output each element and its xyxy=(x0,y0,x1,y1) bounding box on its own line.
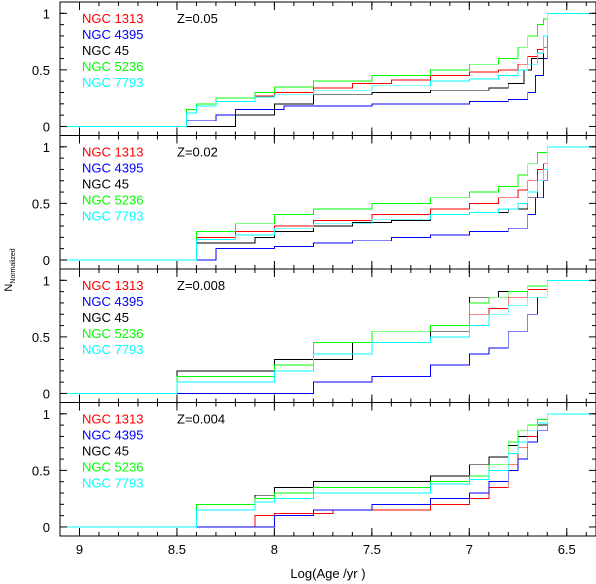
legend-entry-ngc-5236: NGC 5236 xyxy=(82,59,143,74)
y-tick-label: 1 xyxy=(43,407,50,422)
panel-metallicity-label: Z=0.02 xyxy=(177,145,218,160)
x-tick-label: 8 xyxy=(271,542,278,557)
y-axis-label-subscript: Normalized xyxy=(10,248,17,284)
y-tick-label: 1 xyxy=(43,6,50,21)
x-tick-labels: 9 8.5 8 7.5 7 6.5 xyxy=(76,542,576,557)
series-ngc-4395 xyxy=(60,12,596,127)
legend-entry-ngc-1313: NGC 1313 xyxy=(82,11,143,26)
legend-entry-ngc-1313: NGC 1313 xyxy=(82,278,143,293)
x-tick-label: 8.5 xyxy=(168,542,186,557)
y-tick-label: 1 xyxy=(43,273,50,288)
legend-entry-ngc-45: NGC 45 xyxy=(82,444,129,459)
y-tick-label: 0.5 xyxy=(32,463,50,478)
legend-entry-ngc-45: NGC 45 xyxy=(82,43,129,58)
series-ngc-7793 xyxy=(60,146,596,261)
y-tick-label: 0 xyxy=(43,119,50,134)
y-tick-label: 0.5 xyxy=(32,330,50,345)
x-tick-label: 6.5 xyxy=(558,542,576,557)
legend-entry-ngc-1313: NGC 1313 xyxy=(82,412,143,427)
legend-entry-ngc-5236: NGC 5236 xyxy=(82,193,143,208)
series-ngc-5236 xyxy=(60,146,596,261)
series-ngc-7793 xyxy=(60,279,596,394)
y-tick-label: 0.5 xyxy=(32,196,50,211)
legend-entry-ngc-4395: NGC 4395 xyxy=(82,294,143,309)
panel-metallicity-label: Z=0.05 xyxy=(177,11,218,26)
y-tick-label: 1 xyxy=(43,140,50,155)
x-tick-label: 7 xyxy=(466,542,473,557)
x-tick-label: 7.5 xyxy=(363,542,381,557)
series-ngc-4395 xyxy=(60,413,596,528)
series-ngc-5236 xyxy=(60,12,596,127)
y-tick-label: 0.5 xyxy=(32,63,50,78)
series-ngc-7793 xyxy=(60,413,596,528)
series-ngc-4395 xyxy=(60,146,596,261)
series-ngc-7793 xyxy=(60,12,596,127)
panel-metallicity-label: Z=0.008 xyxy=(177,278,225,293)
y-tick-label: 0 xyxy=(43,253,50,268)
y-axis-label-main: N xyxy=(3,284,15,292)
panel-frame xyxy=(59,402,596,537)
x-axis-label: Log(Age /yr ) xyxy=(290,566,365,581)
legend-entry-ngc-7793: NGC 7793 xyxy=(82,75,143,90)
legend-entry-ngc-7793: NGC 7793 xyxy=(82,209,143,224)
panel-metallicity-label: Z=0.004 xyxy=(177,412,225,427)
legend-entry-ngc-7793: NGC 7793 xyxy=(82,342,143,357)
svg-text:NNormalized: NNormalized xyxy=(3,248,17,291)
legend-entry-ngc-1313: NGC 1313 xyxy=(82,145,143,160)
y-axis-label: NNormalized xyxy=(3,248,17,291)
legend-entry-ngc-5236: NGC 5236 xyxy=(82,326,143,341)
series-ngc-1313 xyxy=(60,146,596,261)
x-tick-label: 9 xyxy=(76,542,83,557)
legend-entry-ngc-4395: NGC 4395 xyxy=(82,27,143,42)
series-ngc-4395 xyxy=(60,279,596,394)
legend-entry-ngc-4395: NGC 4395 xyxy=(82,161,143,176)
y-tick-label: 0 xyxy=(43,520,50,535)
legend-entry-ngc-45: NGC 45 xyxy=(82,310,129,325)
series-ngc-45 xyxy=(60,12,596,127)
legend-entry-ngc-5236: NGC 5236 xyxy=(82,460,143,475)
legend-entry-ngc-45: NGC 45 xyxy=(82,177,129,192)
legend-entry-ngc-7793: NGC 7793 xyxy=(82,476,143,491)
y-tick-label: 0 xyxy=(43,386,50,401)
series-ngc-5236 xyxy=(60,279,596,394)
legend-entry-ngc-4395: NGC 4395 xyxy=(82,428,143,443)
